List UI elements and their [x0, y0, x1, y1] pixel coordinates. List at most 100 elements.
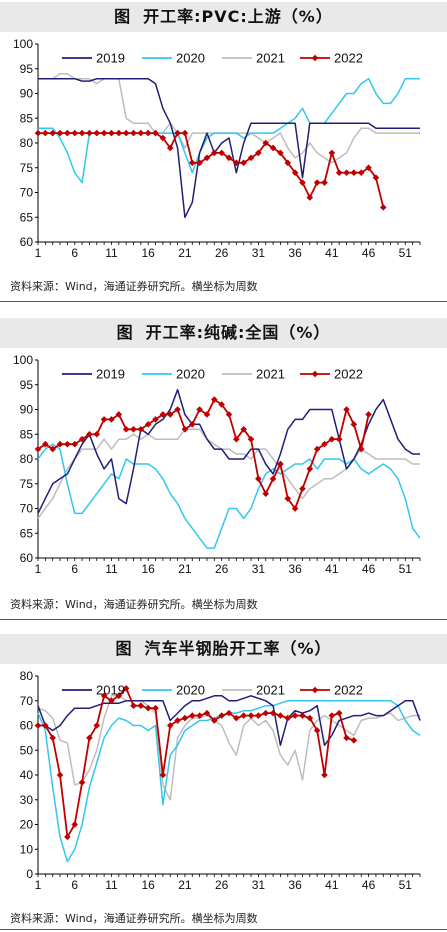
series-marker-2022 — [284, 159, 292, 167]
series-marker-2022 — [108, 129, 115, 137]
series-marker-2022 — [321, 179, 328, 186]
series-marker-2022 — [306, 194, 314, 201]
series-marker-2022 — [188, 159, 196, 167]
source-note: 资料来源：Wind，海通证券研究所。横坐标为周数 — [10, 912, 258, 925]
series-marker-2022 — [100, 416, 108, 423]
series-line-2020 — [37, 443, 421, 549]
legend-label-2020: 2020 — [176, 683, 205, 698]
series-marker-2022 — [343, 406, 350, 413]
x-tick-label: 36 — [288, 246, 302, 260]
legend-label-2022: 2022 — [334, 367, 363, 382]
y-tick-label: 60 — [20, 235, 34, 249]
x-tick-label: 31 — [252, 246, 266, 260]
y-tick-label: 50 — [20, 743, 34, 757]
chart-panel-tire: 图汽车半钢胎开工率（%） 0 10 20 30 40 50 60 70 80 1 6 11 16 21 26… — [0, 632, 447, 932]
x-tick-label: 1 — [35, 246, 42, 260]
series-marker-2022 — [247, 712, 255, 719]
series-marker-2022 — [137, 129, 145, 137]
series-marker-2022 — [379, 204, 387, 211]
x-tick-label: 11 — [105, 246, 118, 260]
y-tick-label: 30 — [20, 793, 34, 807]
legend-label-2022: 2022 — [334, 683, 363, 698]
series-marker-2022 — [174, 129, 181, 137]
series-marker-2022 — [86, 129, 93, 137]
chart-title-bar: 图开工率:PVC:上游（%） — [0, 2, 447, 32]
series-marker-2022 — [291, 169, 299, 176]
series-marker-2022 — [93, 430, 101, 438]
series-marker-2022 — [64, 129, 71, 137]
y-tick-label: 85 — [20, 427, 34, 441]
x-tick-label: 51 — [399, 878, 413, 892]
x-tick-label: 51 — [399, 562, 413, 576]
series-marker-2022 — [321, 771, 328, 779]
series-marker-2022 — [93, 129, 101, 137]
series-marker-2022 — [144, 704, 152, 712]
series-marker-2022 — [247, 154, 255, 162]
series-marker-2022 — [306, 714, 314, 722]
series-marker-2022 — [181, 714, 189, 722]
legend-marker-2022 — [311, 54, 319, 62]
chart-title-bar: 图汽车半钢胎开工率（%） — [0, 634, 447, 664]
series-marker-2022 — [284, 714, 292, 722]
series-marker-2022 — [78, 779, 86, 786]
source-note: 资料来源：Wind，海通证券研究所。横坐标为周数 — [10, 598, 258, 611]
series-marker-2022 — [203, 154, 211, 162]
x-tick-label: 41 — [325, 878, 339, 892]
series-marker-2022 — [350, 737, 358, 744]
series-line-2021 — [37, 695, 420, 801]
series-line-2022 — [38, 687, 355, 838]
chart-title: 开工率:纯碱:全国（%） — [145, 323, 331, 342]
series-marker-2022 — [108, 416, 115, 423]
series-marker-2022 — [42, 129, 49, 137]
y-tick-label: 80 — [20, 669, 34, 683]
series-line-2019 — [38, 77, 420, 219]
series-marker-2022 — [71, 440, 79, 448]
series-marker-2022 — [181, 129, 189, 137]
legend-marker-2022 — [311, 686, 319, 694]
x-tick-label: 6 — [71, 562, 78, 576]
series-marker-2022 — [34, 129, 42, 137]
series-marker-2022 — [56, 771, 64, 779]
y-tick-label: 95 — [20, 378, 34, 392]
series-marker-2022 — [34, 722, 42, 729]
x-tick-label: 31 — [252, 562, 266, 576]
series-marker-2022 — [100, 692, 108, 700]
x-tick-label: 6 — [71, 878, 78, 892]
series-marker-2022 — [269, 475, 277, 483]
series-marker-2022 — [144, 129, 152, 137]
series-marker-2022 — [196, 159, 203, 167]
series-marker-2022 — [49, 129, 56, 137]
x-tick-label: 46 — [362, 246, 376, 260]
series-marker-2022 — [291, 505, 299, 512]
series-marker-2022 — [372, 174, 380, 181]
series-marker-2022 — [357, 169, 365, 176]
series-marker-2022 — [130, 129, 137, 137]
series-marker-2022 — [350, 421, 358, 428]
series-marker-2022 — [365, 411, 372, 418]
series-marker-2022 — [291, 712, 299, 719]
x-tick-label: 21 — [178, 878, 192, 892]
legend-label-2021: 2021 — [256, 683, 285, 698]
series-marker-2022 — [137, 702, 145, 709]
series-marker-2022 — [218, 712, 225, 719]
series-marker-2022 — [181, 426, 189, 433]
series-marker-2022 — [122, 426, 130, 433]
series-marker-2022 — [335, 435, 343, 443]
series-marker-2022 — [100, 129, 108, 137]
legend-label-2020: 2020 — [176, 51, 205, 66]
series-marker-2022 — [233, 159, 240, 167]
x-tick-label: 46 — [362, 878, 376, 892]
x-tick-label: 36 — [288, 878, 302, 892]
series-marker-2022 — [240, 159, 247, 167]
x-tick-label: 21 — [178, 562, 192, 576]
x-tick-label: 11 — [105, 878, 118, 892]
series-marker-2022 — [255, 712, 262, 719]
x-tick-label: 11 — [105, 562, 118, 576]
x-tick-label: 1 — [35, 878, 42, 892]
legend-label-2019: 2019 — [96, 683, 125, 698]
series-marker-2022 — [299, 712, 306, 719]
series-marker-2022 — [313, 179, 321, 186]
series-marker-2022 — [277, 712, 284, 719]
y-tick-label: 60 — [20, 551, 34, 565]
